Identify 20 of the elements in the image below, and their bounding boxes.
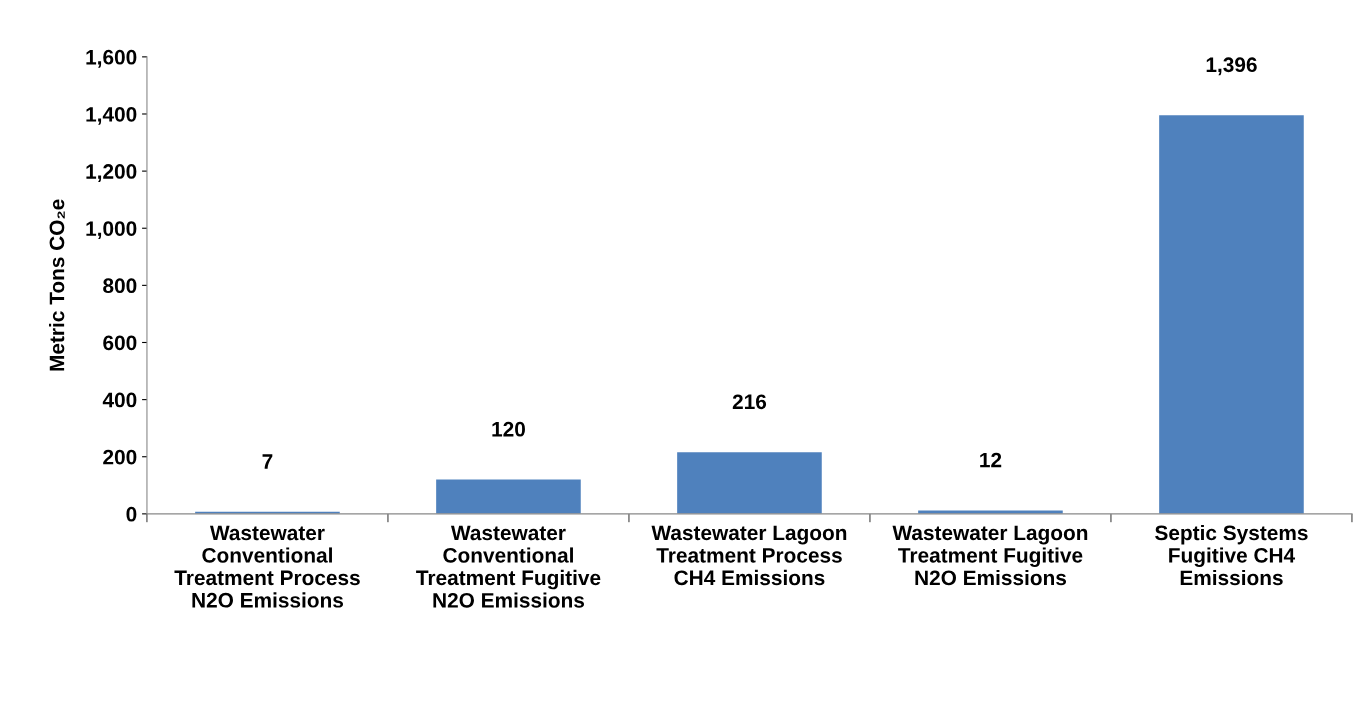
y-tick-label: 1,200	[86, 164, 137, 182]
y-tick-label: 200	[103, 449, 137, 465]
x-tick-label: Wastewater Lagoon Treatment Fugitive N2O Emissions	[892, 525, 1088, 586]
y-tick-label: 1,400	[86, 106, 137, 125]
data-label: 216	[732, 394, 767, 410]
x-tick-label: Septic Systems Fugitive CH4 Emissions	[1155, 524, 1308, 586]
x-tick-label: Wastewater Conventional Treatment Fugitive N2O Emissions	[416, 525, 601, 608]
data-label: 12	[980, 452, 1002, 468]
data-label: 1,396	[1206, 57, 1257, 76]
y-tick-label: 0	[126, 506, 137, 522]
y-tick-label: 1,600	[86, 49, 137, 68]
data-label: 7	[262, 454, 273, 469]
y-tick-label: 1,000	[86, 221, 137, 240]
y-tick-label: 400	[102, 392, 137, 408]
x-tick-label: Wastewater Lagoon Treatment Process CH4 Emissions	[651, 525, 847, 586]
data-label: 120	[492, 421, 525, 437]
y-axis-title: Metric Tons CO₂e	[49, 199, 65, 371]
x-tick-label: Wastewater Conventional Treatment Process N2O Emissions	[174, 525, 360, 608]
y-tick-label: 600	[103, 335, 137, 351]
y-tick-label: 800	[103, 278, 137, 294]
